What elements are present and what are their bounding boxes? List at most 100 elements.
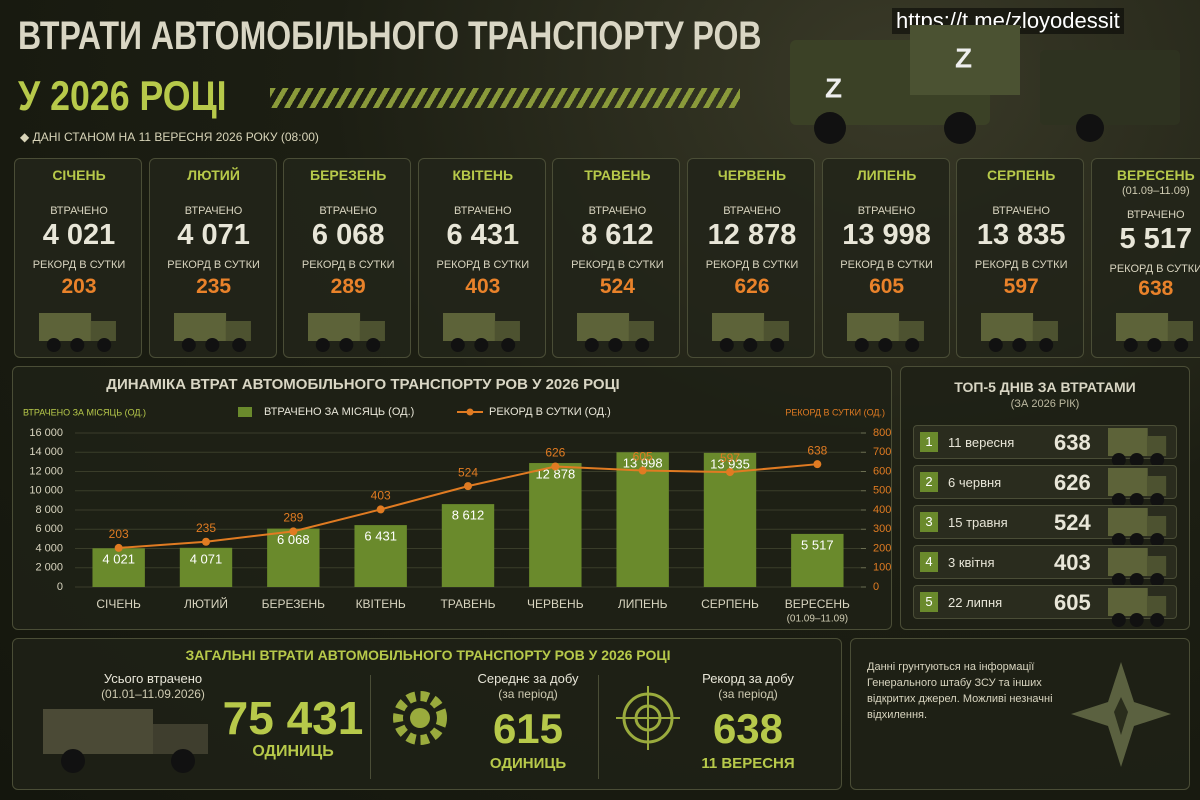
lost-label: ВТРАЧЕНО <box>50 205 108 217</box>
top5-date: 6 червня <box>948 475 1002 490</box>
month-card: СІЧЕНЬ ВТРАЧЕНО 4 021 РЕКОРД В СУТКИ 203 <box>14 158 142 358</box>
top5-row: 3 15 травня 524 <box>913 505 1177 547</box>
total-unit: ОДИНИЦЬ <box>252 743 334 760</box>
footnote-panel: Данні грунтуються на інформації Генераль… <box>850 638 1190 790</box>
top5-value: 524 <box>1054 510 1091 535</box>
line-value-label: 403 <box>371 489 391 503</box>
x-tick-label: СЕРПЕНЬ <box>701 597 759 611</box>
top5-title: ТОП-5 ДНІВ ЗА ВТРАТАМИ <box>954 379 1136 395</box>
y2-tick-label: 500 <box>873 485 891 497</box>
top5-date: 11 вересня <box>948 435 1015 450</box>
bar-value-label: 12 878 <box>535 466 575 481</box>
bar <box>529 463 582 587</box>
line-point <box>551 462 560 471</box>
line-value-label: 626 <box>545 446 565 460</box>
record-value: 605 <box>869 275 905 298</box>
month-card: КВІТЕНЬ ВТРАЧЕНО 6 431 РЕКОРД В СУТКИ 403 <box>417 158 546 358</box>
lost-value: 6 431 <box>446 219 520 251</box>
lost-label: ВТРАЧЕНО <box>1127 209 1185 221</box>
month-name: ЧЕРВЕНЬ <box>717 167 787 183</box>
summary-truck <box>43 709 208 773</box>
divider <box>598 675 599 779</box>
legend-label: РЕКОРД В СУТКИ (ОД.) <box>489 406 611 418</box>
line-value-label: 203 <box>109 527 129 541</box>
bar-value-label: 4 071 <box>190 551 223 566</box>
truck-icon <box>173 313 251 352</box>
top5-row: 2 6 червня 626 <box>913 465 1177 507</box>
lost-label: ВТРАЧЕНО <box>992 205 1050 217</box>
record-value: 597 <box>1003 275 1039 298</box>
y2-tick-label: 600 <box>873 465 891 477</box>
y-tick-label: 16 000 <box>29 427 63 439</box>
bar <box>791 533 844 587</box>
bar <box>354 525 407 587</box>
subtitle: У 2026 РОЦІ <box>18 72 227 119</box>
line-point <box>376 505 385 514</box>
line-point <box>638 466 647 475</box>
x-tick-label: СІЧЕНЬ <box>96 597 141 611</box>
top5-date: 22 липня <box>948 595 1003 610</box>
decor-stripes <box>270 88 740 108</box>
date-text: ДАНІ СТАНОМ НА 11 ВЕРЕСНЯ 2026 РОКУ (08:… <box>32 130 319 144</box>
legend-swatch <box>466 408 474 416</box>
month-name: СЕРПЕНЬ <box>987 167 1056 183</box>
record-label: РЕКОРД В СУТКИ <box>840 259 933 271</box>
target-icon <box>616 686 680 750</box>
month-name: ЛЮТИЙ <box>187 167 240 183</box>
y2-tick-label: 800 <box>873 427 891 439</box>
record-date: 11 ВЕРЕСНЯ <box>701 755 795 772</box>
y2-tick-label: 100 <box>873 562 891 574</box>
svg-text:Z: Z <box>825 72 842 103</box>
month-card: ВЕРЕСЕНЬ (01.09–11.09) ВТРАЧЕНО 5 517 РЕКОРД… <box>1090 158 1200 358</box>
month-name: БЕРЕЗЕНЬ <box>310 167 387 183</box>
chart-title: ДИНАМІКА ВТРАТ АВТОМОБІЛЬНОГО ТРАНСПОРТУ… <box>106 376 619 393</box>
y2-axis-label: РЕКОРД В СУТКИ (ОД.) <box>785 407 885 417</box>
record-value: 203 <box>61 275 97 298</box>
top5-value: 403 <box>1054 550 1091 575</box>
x-tick-note: (01.09–11.09) <box>787 614 849 625</box>
record-label: РЕКОРД В СУТКИ <box>974 259 1068 271</box>
lost-value: 13 835 <box>976 219 1066 251</box>
month-period: (01.09–11.09) <box>1121 185 1190 197</box>
record-period: (за період) <box>718 687 778 701</box>
legend-swatch <box>238 407 252 417</box>
x-tick-label: ВЕРЕСЕНЬ <box>785 597 850 611</box>
lost-label: ВТРАЧЕНО <box>454 205 512 217</box>
truck-icon <box>712 313 789 352</box>
summary-title: ЗАГАЛЬНІ ВТРАТИ АВТОМОБІЛЬНОГО ТРАНСПОРТ… <box>185 647 671 663</box>
avg-label: Середнє за добу <box>477 671 579 686</box>
truck-icon <box>1108 588 1167 627</box>
truck-icon <box>846 313 924 352</box>
avg-value: 615 <box>492 705 564 752</box>
month-name: ТРАВЕНЬ <box>584 167 651 183</box>
line-value-label: 597 <box>720 451 740 465</box>
chart: ДИНАМІКА ВТРАТ АВТОМОБІЛЬНОГО ТРАНСПОРТУ… <box>23 376 891 625</box>
truck-icon <box>308 313 386 352</box>
top5-row: 4 3 квітня 403 <box>913 545 1177 587</box>
bar <box>441 504 495 587</box>
top5-panel: ТОП-5 ДНІВ ЗА ВТРАТАМИ (ЗА 2026 РІК) 1 11… <box>900 366 1190 630</box>
y-tick-label: 6 000 <box>35 523 63 535</box>
record-label: РЕКОРД В СУТКИ <box>571 259 664 271</box>
lost-value: 6 068 <box>311 219 385 251</box>
summary-panel: ЗАГАЛЬНІ ВТРАТИ АВТОМОБІЛЬНОГО ТРАНСПОРТ… <box>12 638 842 790</box>
lost-value: 12 878 <box>707 219 797 251</box>
month-card: БЕРЕЗЕНЬ ВТРАЧЕНО 6 068 РЕКОРД В СУТКИ 289 <box>283 158 412 358</box>
truck-icon <box>442 313 520 352</box>
total-period: (01.01–11.09.2026) <box>101 687 205 701</box>
line-value-label: 289 <box>283 511 303 525</box>
record-label: РЕКОРД В СУТКИ <box>436 259 530 271</box>
top5-rank: 5 <box>920 592 938 612</box>
y2-tick-label: 400 <box>873 504 891 516</box>
line-value-label: 235 <box>196 521 216 535</box>
month-card: ТРАВЕНЬ ВТРАЧЕНО 8 612 РЕКОРД В СУТКИ 524 <box>552 158 681 358</box>
hero-trucks: ZZ <box>790 25 1180 144</box>
line-point <box>726 468 734 477</box>
top5-rank: 2 <box>920 472 938 492</box>
record-label: РЕКОРД В СУТКИ <box>32 259 126 271</box>
month-card: ЛИПЕНЬ ВТРАЧЕНО 13 998 РЕКОРД В СУТКИ 605 <box>821 158 950 358</box>
line-value-label: 605 <box>633 450 653 464</box>
record-value: 638 <box>712 705 784 752</box>
y2-tick-label: 0 <box>873 581 879 593</box>
